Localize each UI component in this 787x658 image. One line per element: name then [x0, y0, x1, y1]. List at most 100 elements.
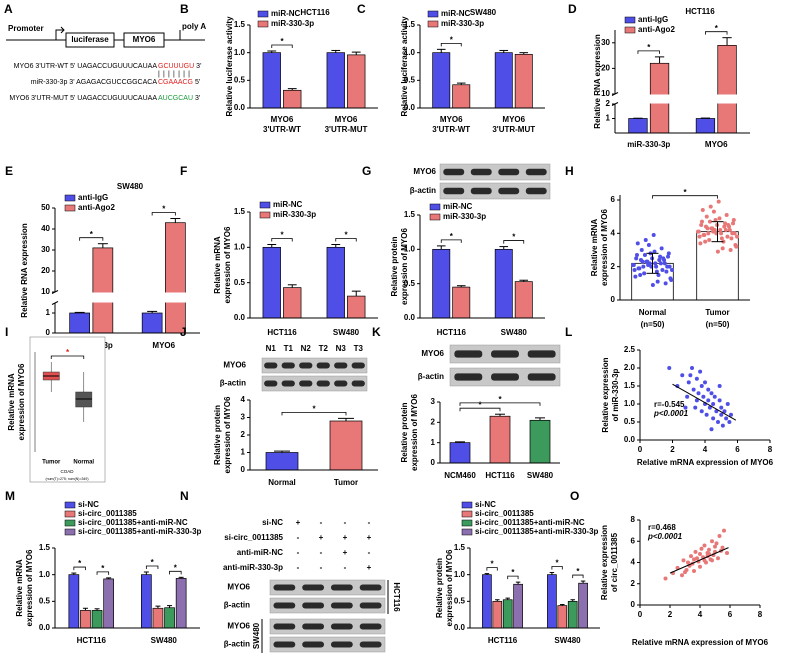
- y-tick-label: 1: [46, 308, 51, 317]
- x-tick-label: HCT116: [437, 328, 467, 337]
- legend-swatch: [259, 201, 271, 209]
- point: [725, 234, 730, 239]
- legend-label: si-circ_0011385+anti-miR-330-3p: [78, 527, 202, 536]
- y-tick-label: 3: [431, 397, 436, 406]
- significance-bracket: [503, 240, 525, 244]
- point: [733, 243, 738, 247]
- legend-label: si-circ_0011385+anti-miR-330-3p: [475, 527, 599, 536]
- y-axis-label: Relative expression: [600, 525, 609, 600]
- point: [728, 248, 733, 252]
- blot-band: [527, 350, 556, 358]
- point: [719, 231, 724, 236]
- point: [702, 233, 707, 237]
- point: [666, 254, 671, 259]
- panel-letter: O: [570, 489, 579, 503]
- blot-band: [351, 362, 365, 369]
- bar: [283, 287, 302, 319]
- y-tick-label: 8: [631, 515, 636, 524]
- point: [683, 405, 688, 410]
- bar: [141, 312, 163, 334]
- x-tick-label: MYO6: [705, 140, 728, 149]
- legend-label: miR-330-3p: [441, 19, 484, 28]
- point: [699, 384, 704, 388]
- bar: [578, 582, 588, 629]
- point: [656, 273, 661, 277]
- x-tick-label: 3'UTR-WT: [432, 125, 470, 134]
- sequence-suffix: 3': [195, 95, 200, 102]
- bar: [68, 574, 80, 629]
- significance-bracket: [73, 566, 86, 571]
- significance-label: *: [78, 559, 82, 568]
- bar: [494, 248, 513, 319]
- treatment-label: si-NC: [262, 518, 283, 527]
- point: [703, 239, 708, 244]
- bar: [432, 248, 451, 319]
- point: [664, 269, 669, 274]
- bar: [502, 599, 513, 629]
- x-tick-label: 2: [670, 445, 675, 454]
- blot-band: [316, 362, 330, 369]
- bar: [69, 312, 90, 334]
- trendline: [669, 547, 729, 574]
- point: [717, 398, 722, 403]
- significance-label: *: [344, 231, 348, 240]
- myo6-label: MYO6: [133, 35, 156, 44]
- point: [712, 394, 717, 399]
- legend-swatch: [427, 10, 439, 18]
- significance-label: *: [511, 568, 515, 577]
- annotation: r=0.468: [648, 523, 676, 532]
- y-tick-label: 6: [631, 536, 636, 545]
- annotation: p<0.0001: [653, 409, 689, 418]
- bar: [265, 452, 299, 471]
- point: [694, 376, 699, 381]
- point: [638, 258, 643, 262]
- y-axis-label: Relative mRNA: [213, 236, 222, 294]
- significance-bracket: [335, 238, 357, 242]
- point: [644, 259, 649, 264]
- y-tick-label: 2: [631, 579, 636, 588]
- blot-background: [269, 597, 386, 614]
- lane-label: N2: [301, 344, 312, 353]
- significance-bracket: [572, 574, 584, 579]
- blot-band: [470, 187, 492, 195]
- y-axis-label: Relative luciferase activity: [225, 16, 234, 117]
- y-axis-label: Relative RNA expression: [20, 223, 29, 318]
- blot-band: [454, 373, 483, 381]
- blot-band: [334, 380, 348, 387]
- x-tick-label: Tumor: [42, 460, 61, 466]
- bar: [494, 52, 513, 109]
- point: [686, 560, 690, 565]
- blot-band: [273, 602, 296, 609]
- diagram-a: A Promoter luciferase MYO6 poly A: [4, 2, 206, 48]
- cell-line-label: HCT116: [392, 582, 401, 612]
- y-tick-label: 10: [601, 89, 610, 98]
- legend-label: si-NC: [475, 500, 496, 509]
- legend-label: miR-NC: [443, 202, 473, 211]
- y-tick-label: 1.0: [624, 399, 636, 408]
- x-tick-label: 0: [638, 610, 643, 619]
- point: [735, 234, 739, 239]
- point: [658, 261, 663, 266]
- point: [646, 263, 651, 267]
- chart-subtitle: (num(T)=275; num(N)=349): [46, 477, 89, 481]
- chart-title: HCT116: [300, 8, 330, 17]
- significance-label: *: [498, 395, 502, 404]
- point: [699, 546, 704, 551]
- x-tick-label: SW480: [501, 328, 528, 337]
- y-tick-label: 0.0: [454, 623, 466, 632]
- point: [706, 398, 711, 403]
- significance-bracket: [96, 571, 110, 575]
- y-axis-label: Relative protein: [390, 236, 399, 296]
- y-tick-label: 0.5: [404, 75, 416, 84]
- y-axis-label: Relative mRNA: [15, 559, 24, 617]
- point: [714, 541, 719, 546]
- blot-band: [359, 602, 382, 609]
- point: [658, 254, 663, 259]
- legend-swatch: [429, 203, 441, 211]
- point: [708, 204, 713, 209]
- panel-letter: F: [180, 164, 187, 178]
- y-tick-label: 0.5: [454, 596, 466, 605]
- x-tick-label: NCM460: [444, 471, 476, 480]
- point: [696, 229, 701, 234]
- point: [719, 405, 724, 410]
